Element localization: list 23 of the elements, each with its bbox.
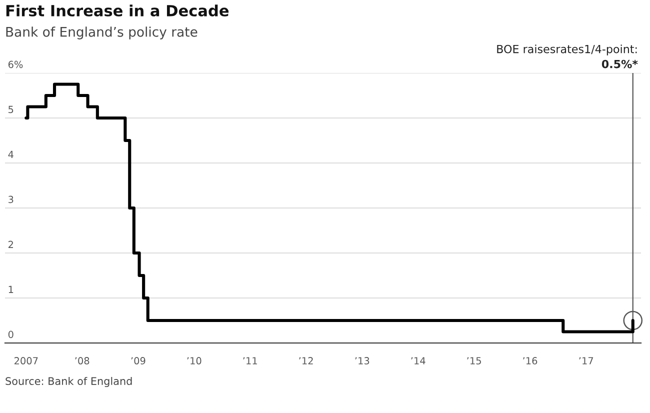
y-tick-label: 2 (8, 240, 13, 248)
text: 0.5%* (602, 60, 638, 68)
x-tick-label: ’16 (523, 357, 538, 364)
x-tick-label: ’13 (355, 357, 370, 364)
y-tick-label: 0 (8, 330, 14, 338)
x-tick-label: ’17 (579, 357, 594, 364)
x-tick-label: ’12 (299, 357, 313, 364)
x-tick-label: ’09 (131, 357, 146, 364)
chart-title: First Increase in a Decade (6, 4, 229, 16)
ref-line-label: BOE raisesrates1/4-point: (497, 44, 637, 56)
x-tick-label: ’15 (467, 357, 481, 364)
x-tick-label: ’11 (243, 357, 257, 364)
y-tick-label: 1 (8, 286, 14, 293)
chart-subtitle: Bank of England’s policy rate (6, 26, 198, 40)
y-tick-label: 3 (8, 196, 14, 204)
y-tick-label: 4 (8, 150, 14, 158)
x-tick-label: 2007 (14, 357, 38, 364)
x-tick-label: ’08 (75, 357, 90, 364)
x-tick-label: ’14 (411, 357, 426, 364)
source-note: Source: Bank of England (6, 376, 132, 388)
x-tick-label: ’10 (187, 357, 202, 364)
y-tick-label: 5 (8, 106, 14, 114)
y-tick-label: 6% (8, 60, 23, 68)
